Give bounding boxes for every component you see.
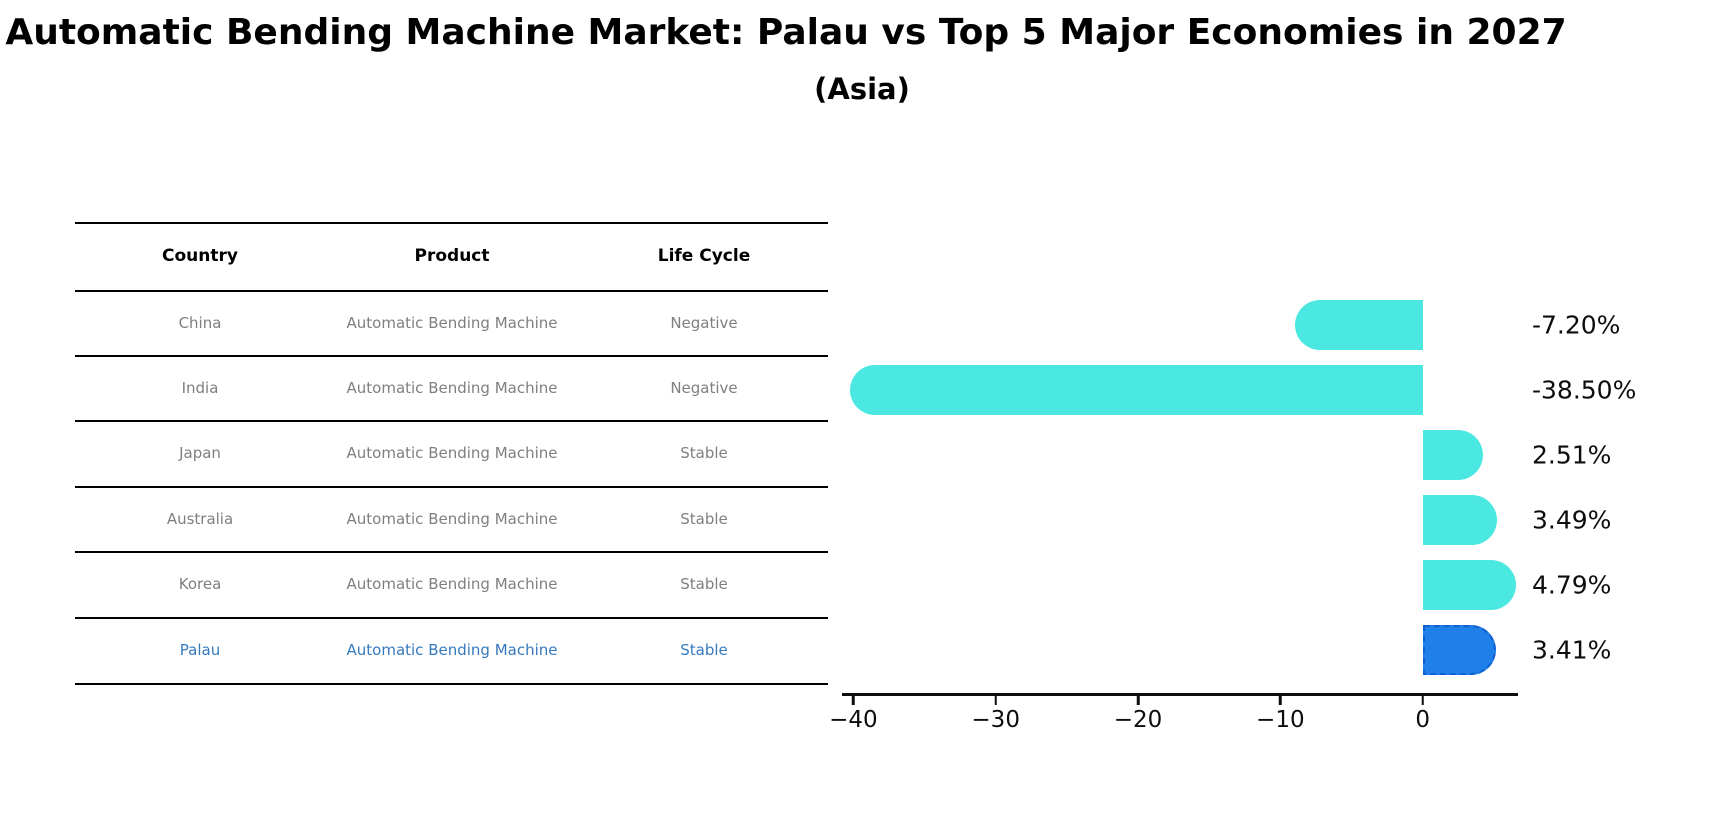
x-tick-label: −20 [1113,707,1163,733]
value-label-japan: 2.51% [1532,440,1612,470]
value-label-india: -38.50% [1532,375,1637,405]
value-label-china: -7.20% [1532,310,1621,340]
chart-subtitle: (Asia) [814,72,910,106]
cell-life-cycle: Negative [670,313,738,332]
table-rule [75,486,828,488]
table-rule [75,617,828,619]
bar-china [1295,300,1423,350]
table-row-korea: Korea Automatic Bending Machine Stable [75,551,828,617]
value-label-korea: 4.79% [1532,570,1612,600]
x-tick-mark [994,696,997,705]
x-tick-label: −10 [1256,707,1305,733]
table-rule [75,420,828,422]
cell-life-cycle: Stable [680,444,728,462]
table-rule [75,355,828,357]
x-tick-mark [1136,696,1140,705]
cell-life-cycle: Stable [680,509,728,528]
bar-palau [1422,625,1497,675]
x-axis-line [842,693,1518,696]
table-header-row: Country Product Life Cycle [75,222,828,290]
cell-product: Automatic Bending Machine [346,378,558,397]
column-header-country: Country [162,246,238,266]
cell-product: Automatic Bending Machine [346,641,558,659]
cell-product: Automatic Bending Machine [346,313,558,332]
table-rule [75,683,828,685]
bar-japan [1422,430,1484,480]
x-tick-label: −40 [829,707,878,733]
cell-product: Automatic Bending Machine [346,444,558,462]
x-tick-mark [1421,696,1424,705]
value-label-palau: 3.41% [1532,635,1612,665]
cell-life-cycle: Negative [670,378,738,397]
column-header-product: Product [414,246,490,266]
table-row-china: China Automatic Bending Machine Negative [75,290,828,355]
cell-product: Automatic Bending Machine [346,509,558,528]
bar-australia [1422,495,1498,545]
bar-korea [1422,560,1516,610]
column-header-life-cycle: Life Cycle [657,246,751,266]
chart-title: Automatic Bending Machine Market: Palau … [5,12,1567,53]
table-row-india: India Automatic Bending Machine Negative [75,355,828,420]
table-row-japan: Japan Automatic Bending Machine Stable [75,420,828,486]
cell-country: Australia [166,509,234,528]
table-row-palau: Palau Automatic Bending Machine Stable [75,617,828,683]
bar-india [849,365,1423,415]
x-tick-mark [852,696,855,705]
value-label-australia: 3.49% [1532,505,1612,535]
x-tick-label: −30 [971,707,1020,733]
cell-product: Automatic Bending Machine [346,575,558,593]
cell-life-cycle: Stable [680,575,728,593]
table-row-australia: Australia Automatic Bending Machine Stable [75,486,828,551]
table-rule [75,551,828,553]
x-tick-label: 0 [1415,707,1430,733]
cell-country: Palau [179,641,221,659]
cell-country: Korea [178,575,222,593]
table-rule [75,222,828,224]
x-tick-mark [1279,696,1282,705]
table-rule [75,290,828,292]
cell-life-cycle: Stable [680,641,728,659]
cell-country: Japan [179,444,221,462]
cell-country: India [181,378,219,397]
cell-country: China [178,313,222,332]
